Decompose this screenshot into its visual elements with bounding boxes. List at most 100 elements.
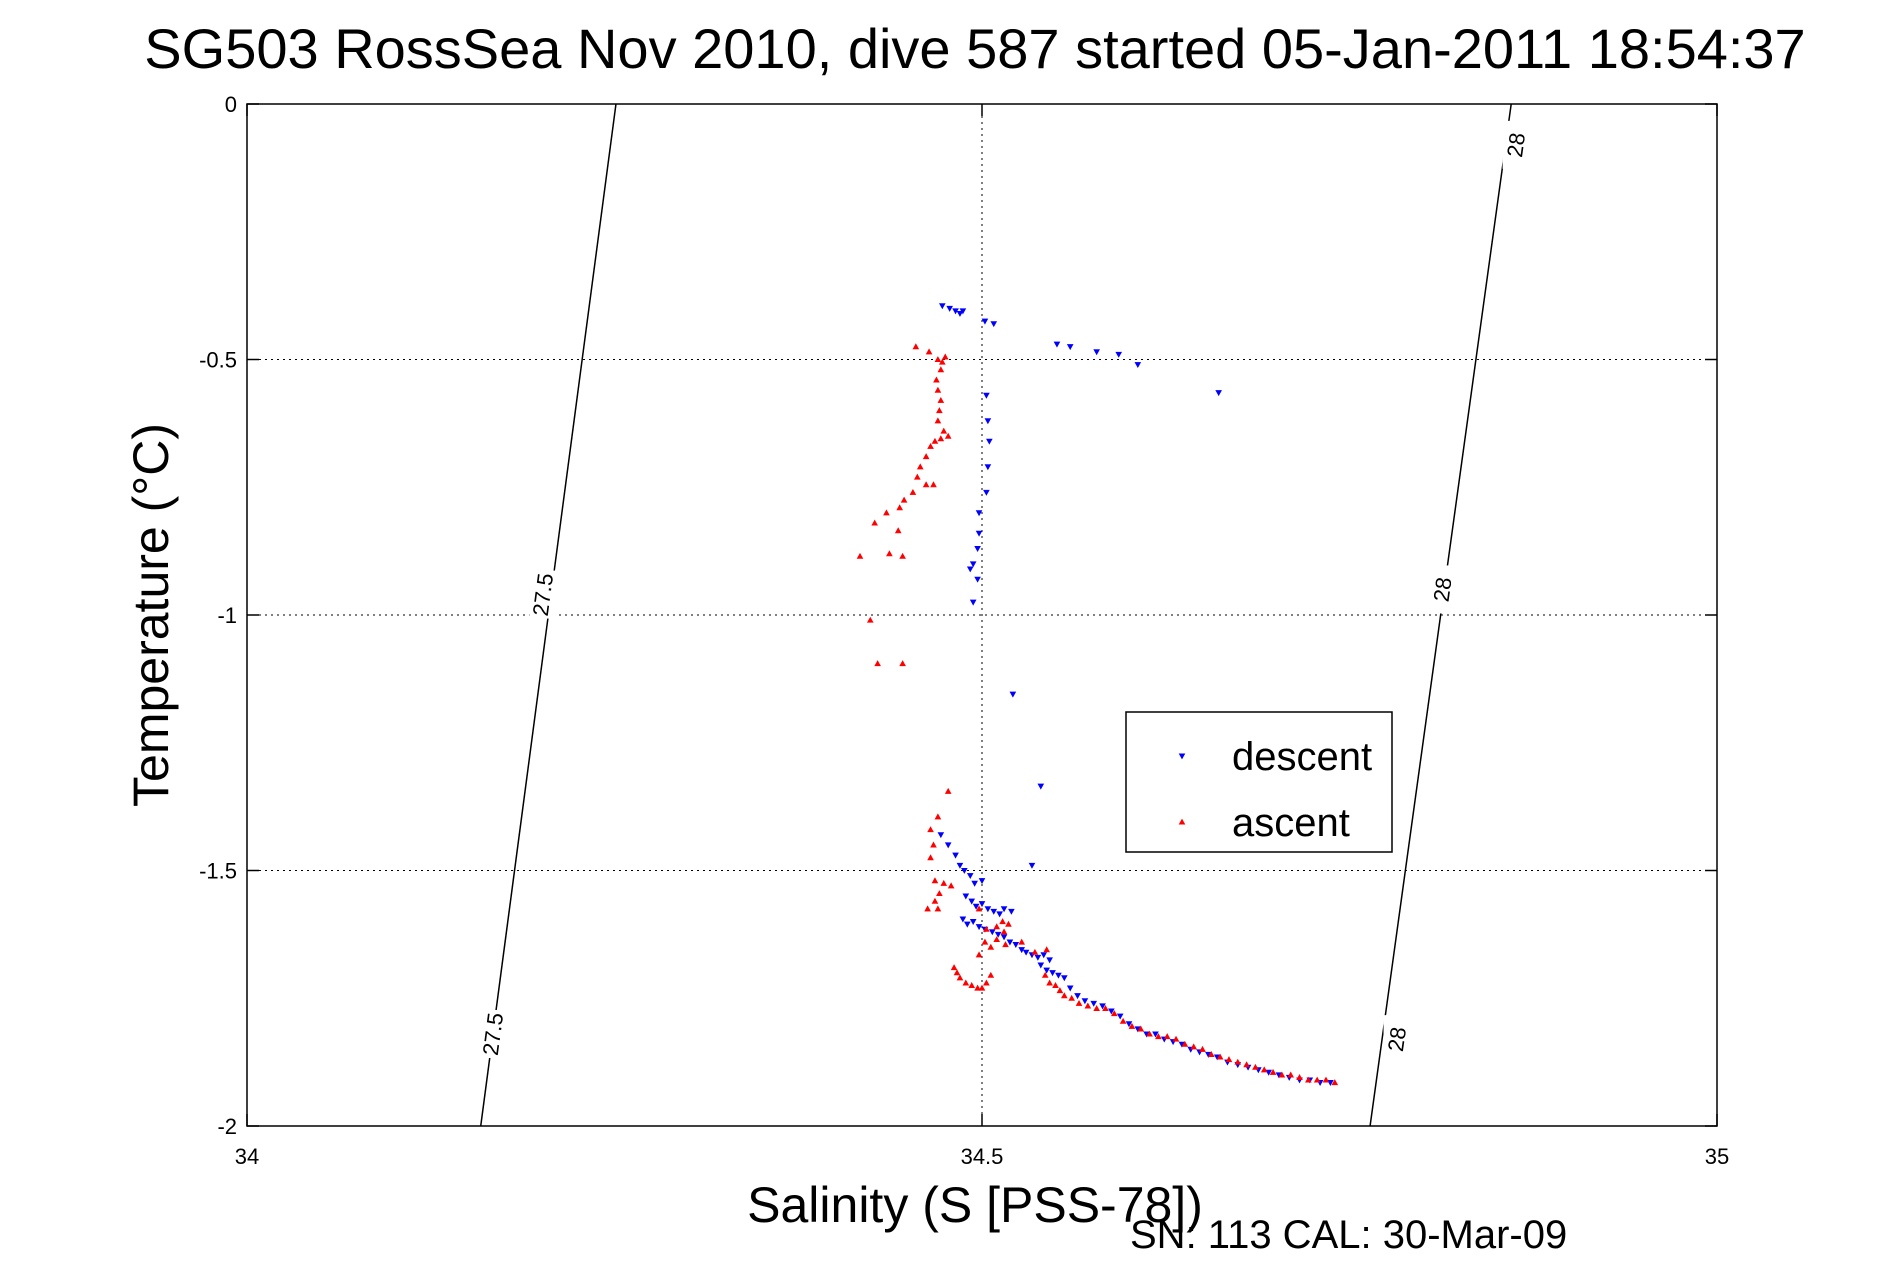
ascent-point	[1199, 1045, 1206, 1052]
ascent-point	[912, 343, 920, 350]
descent-point	[1055, 972, 1062, 979]
ascent-point	[968, 982, 976, 989]
ascent-point	[922, 481, 930, 488]
ascent-point	[874, 660, 881, 667]
density-contours: 27.5 27.5 28 28 28	[478, 103, 1530, 1127]
descent-point	[952, 852, 959, 859]
descent-point	[1009, 691, 1017, 698]
y-tick-label: -1.5	[199, 859, 237, 884]
descent-point	[975, 924, 983, 931]
descent-point	[1116, 1013, 1124, 1020]
descent-point	[1049, 970, 1056, 977]
ascent-point	[936, 407, 943, 414]
ascent-point	[950, 964, 958, 971]
descent-point	[969, 599, 977, 606]
ascent-point	[1278, 1071, 1286, 1078]
ascent-point	[981, 938, 989, 945]
ascent-point	[936, 890, 943, 897]
descent-point	[974, 546, 981, 552]
ascent-point	[1031, 948, 1039, 955]
ascent-point	[999, 918, 1006, 925]
ascent-point	[1163, 1033, 1171, 1040]
ascent-point	[956, 974, 964, 981]
descent-point	[994, 931, 1002, 938]
ascent-point	[900, 496, 908, 503]
ascent-point	[894, 527, 902, 534]
y-axis-ticks: 0 -0.5 -1 -1.5 -2	[199, 92, 1717, 1139]
ascent-point	[916, 463, 924, 470]
descent-point	[978, 878, 986, 885]
ascent-point	[1234, 1058, 1242, 1065]
descent-point	[984, 418, 992, 425]
ascent-point	[924, 905, 931, 912]
descent-point	[978, 901, 986, 908]
contour-label: 27.5	[478, 1011, 508, 1057]
ascent-point	[1190, 1043, 1197, 1050]
x-tick-label: 35	[1705, 1144, 1729, 1169]
descent-point	[1000, 906, 1008, 913]
ascent-point	[993, 936, 1001, 943]
descent-point	[1081, 998, 1089, 1005]
ascent-point	[1093, 1005, 1100, 1012]
x-tick-label: 34	[235, 1144, 259, 1169]
ascent-point	[975, 951, 983, 958]
ascent-point	[962, 979, 970, 986]
ascent-point	[987, 971, 995, 978]
series-descent	[937, 303, 1334, 1086]
ascent-point	[1208, 1051, 1215, 1057]
ascent-point	[1155, 1033, 1162, 1040]
contour-label: 28	[1429, 576, 1457, 604]
ascent-point	[940, 879, 948, 886]
ascent-point	[1084, 1002, 1092, 1009]
descent-point	[1061, 975, 1068, 982]
ascent-point	[1313, 1076, 1321, 1083]
ascent-point	[934, 356, 942, 363]
contour-label-mask	[1383, 1015, 1410, 1064]
legend-box	[1125, 711, 1393, 853]
y-tick-label: 0	[225, 92, 237, 117]
ascent-point	[1005, 920, 1012, 927]
ascent-point	[1102, 1005, 1109, 1012]
ascent-point	[933, 376, 940, 383]
serial-calibration-footnote: SN: 113 CAL: 30-Mar-09	[1130, 1213, 1567, 1257]
ascent-point	[1002, 941, 1009, 948]
descent-point	[1053, 341, 1061, 348]
series-ascent	[856, 343, 1339, 1086]
ascent-point	[934, 417, 942, 424]
contour-label-mask	[1502, 120, 1529, 169]
descent-point	[981, 318, 989, 325]
ascent-point	[953, 969, 961, 976]
descent-point	[937, 832, 945, 839]
ascent-point	[931, 437, 939, 444]
ascent-point	[983, 979, 990, 986]
contour-label-mask	[1429, 565, 1456, 614]
descent-point	[1043, 967, 1050, 974]
ascent-point	[1225, 1056, 1233, 1063]
descent-point	[969, 919, 977, 926]
descent-point	[1006, 939, 1014, 946]
ascent-point	[1181, 1040, 1189, 1047]
x-tick-label: 34.5	[961, 1144, 1004, 1169]
descent-point	[1066, 344, 1074, 351]
y-tick-label: -2	[217, 1114, 237, 1139]
ascent-point	[1046, 979, 1053, 986]
ascent-point	[856, 552, 864, 559]
descent-point	[1090, 1000, 1098, 1007]
contour-label-mask	[529, 570, 556, 619]
contour-label-mask	[479, 1010, 506, 1059]
ascent-point	[944, 787, 952, 794]
descent-point	[946, 305, 953, 312]
ascent-point	[896, 504, 903, 511]
ascent-point	[927, 442, 934, 449]
legend-marker-descent	[1178, 753, 1186, 760]
ascent-point	[899, 660, 906, 667]
descent-point	[1125, 1021, 1133, 1028]
ascent-point	[993, 923, 1001, 930]
descent-point	[956, 310, 964, 317]
ascent-point	[975, 905, 983, 912]
descent-point	[956, 862, 964, 869]
descent-point	[1074, 993, 1081, 1000]
ascent-point	[987, 943, 995, 950]
descent-point	[986, 438, 993, 445]
descent-point	[972, 903, 980, 910]
